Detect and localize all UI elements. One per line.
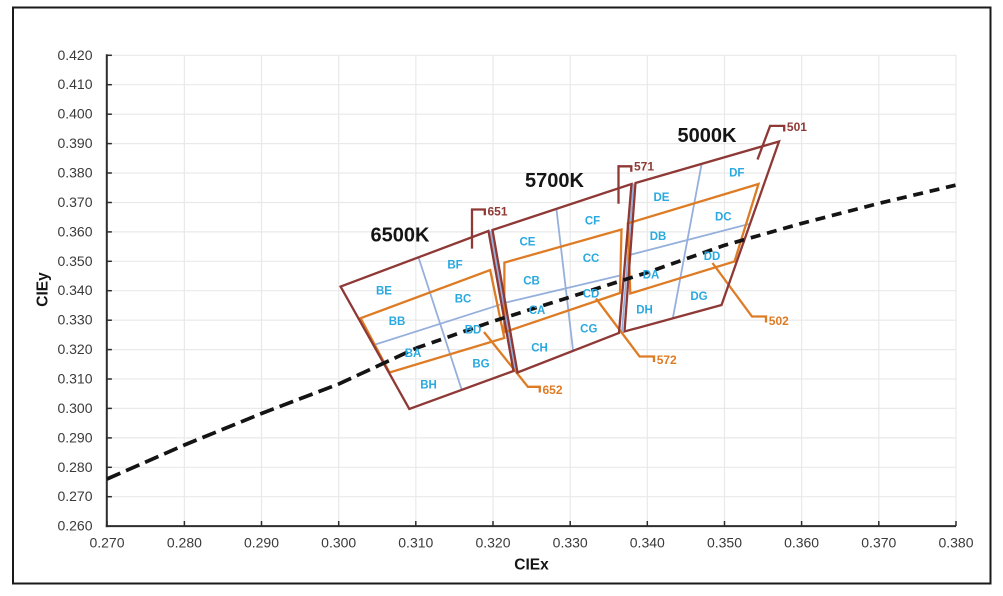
svg-text:0.370: 0.370 — [861, 535, 896, 551]
svg-text:0.320: 0.320 — [475, 535, 510, 551]
svg-text:0.340: 0.340 — [57, 282, 92, 298]
svg-text:CG: CG — [580, 323, 597, 335]
svg-text:DF: DF — [729, 167, 744, 179]
svg-text:5700K: 5700K — [525, 170, 584, 192]
svg-text:DG: DG — [690, 291, 707, 303]
svg-text:CE: CE — [520, 236, 536, 248]
svg-text:DA: DA — [643, 269, 660, 281]
svg-text:DH: DH — [636, 304, 653, 316]
svg-text:571: 571 — [634, 160, 654, 174]
svg-text:0.270: 0.270 — [89, 535, 124, 551]
svg-text:0.350: 0.350 — [707, 535, 742, 551]
svg-text:BC: BC — [455, 293, 472, 305]
svg-text:BE: BE — [376, 285, 392, 297]
svg-text:CIEx: CIEx — [514, 557, 549, 574]
svg-text:5000K: 5000K — [678, 125, 737, 147]
svg-text:0.360: 0.360 — [57, 223, 92, 239]
svg-text:CC: CC — [583, 253, 600, 265]
svg-text:0.310: 0.310 — [398, 535, 433, 551]
svg-text:572: 572 — [657, 353, 677, 367]
svg-text:0.280: 0.280 — [57, 459, 92, 475]
svg-text:651: 651 — [488, 205, 508, 219]
svg-text:501: 501 — [787, 120, 807, 134]
svg-text:0.400: 0.400 — [57, 106, 92, 122]
svg-text:0.390: 0.390 — [57, 135, 92, 151]
svg-text:0.300: 0.300 — [321, 535, 356, 551]
svg-text:0.330: 0.330 — [57, 312, 92, 328]
svg-text:0.280: 0.280 — [167, 535, 202, 551]
svg-text:0.360: 0.360 — [784, 535, 819, 551]
svg-text:0.380: 0.380 — [938, 535, 973, 551]
svg-text:BF: BF — [447, 259, 462, 271]
svg-text:6500K: 6500K — [371, 225, 430, 247]
svg-text:BD: BD — [465, 324, 482, 336]
svg-text:0.260: 0.260 — [57, 518, 92, 534]
svg-text:BB: BB — [389, 316, 406, 328]
svg-text:0.290: 0.290 — [244, 535, 279, 551]
svg-text:CB: CB — [523, 275, 540, 287]
svg-text:652: 652 — [543, 383, 563, 397]
svg-text:0.350: 0.350 — [57, 253, 92, 269]
svg-text:0.380: 0.380 — [57, 165, 92, 181]
svg-text:0.270: 0.270 — [57, 488, 92, 504]
svg-text:0.290: 0.290 — [57, 429, 92, 445]
svg-text:0.310: 0.310 — [57, 371, 92, 387]
svg-text:CA: CA — [529, 305, 546, 317]
svg-text:0.340: 0.340 — [630, 535, 665, 551]
svg-text:BG: BG — [472, 358, 489, 370]
svg-text:0.370: 0.370 — [57, 194, 92, 210]
svg-text:CH: CH — [531, 342, 548, 354]
svg-text:BA: BA — [405, 348, 422, 360]
svg-text:0.420: 0.420 — [57, 47, 92, 63]
svg-text:0.300: 0.300 — [57, 400, 92, 416]
svg-text:BH: BH — [420, 379, 437, 391]
svg-text:CD: CD — [583, 288, 600, 300]
svg-text:CIEy: CIEy — [35, 272, 52, 307]
svg-text:DE: DE — [654, 192, 670, 204]
svg-text:502: 502 — [769, 314, 789, 328]
svg-text:DB: DB — [650, 231, 667, 243]
svg-text:0.410: 0.410 — [57, 76, 92, 92]
svg-text:0.330: 0.330 — [553, 535, 588, 551]
svg-text:CF: CF — [585, 215, 600, 227]
svg-text:DC: DC — [715, 211, 732, 223]
svg-text:0.320: 0.320 — [57, 341, 92, 357]
svg-text:DD: DD — [704, 251, 721, 263]
